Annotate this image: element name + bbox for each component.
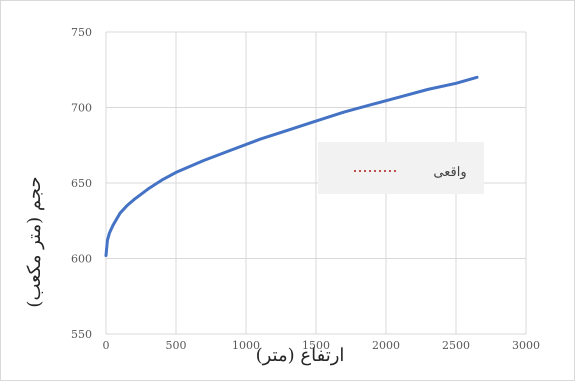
x-tick-label: 2000 bbox=[372, 339, 400, 352]
data-point bbox=[132, 198, 136, 201]
data-point bbox=[104, 254, 108, 257]
x-tick-label: 1500 bbox=[302, 339, 330, 352]
legend: واقعی bbox=[318, 142, 484, 194]
y-tick-label: 700 bbox=[71, 102, 92, 115]
x-tick-label: 1000 bbox=[232, 339, 260, 352]
data-point bbox=[118, 211, 122, 215]
legend-box bbox=[318, 142, 484, 194]
x-tick-label: 500 bbox=[166, 339, 187, 352]
x-tick-label: 2500 bbox=[442, 339, 470, 352]
data-point bbox=[106, 239, 109, 242]
y-axis-title: حجم (متر مکعب) bbox=[24, 176, 45, 307]
x-tick-labels: 0 500 1000 1500 2000 2500 3000 bbox=[103, 339, 541, 352]
y-tick-label: 600 bbox=[71, 253, 92, 266]
y-tick-label: 650 bbox=[71, 177, 92, 190]
y-tick-label: 750 bbox=[71, 26, 92, 39]
data-point bbox=[108, 231, 111, 235]
gridlines bbox=[105, 31, 527, 335]
series-layer bbox=[104, 75, 479, 257]
x-tick-label: 3000 bbox=[512, 339, 540, 352]
legend-label: واقعی bbox=[433, 165, 466, 180]
series-line-fit bbox=[104, 75, 479, 257]
x-tick-label: 0 bbox=[103, 339, 110, 352]
x-axis-title: ارتفاع (متر) bbox=[256, 345, 345, 366]
data-point bbox=[111, 223, 115, 227]
y-tick-label: 550 bbox=[71, 328, 92, 341]
data-point bbox=[146, 187, 150, 191]
y-tick-labels: 550 600 650 700 750 bbox=[71, 26, 92, 341]
data-point bbox=[125, 204, 129, 207]
